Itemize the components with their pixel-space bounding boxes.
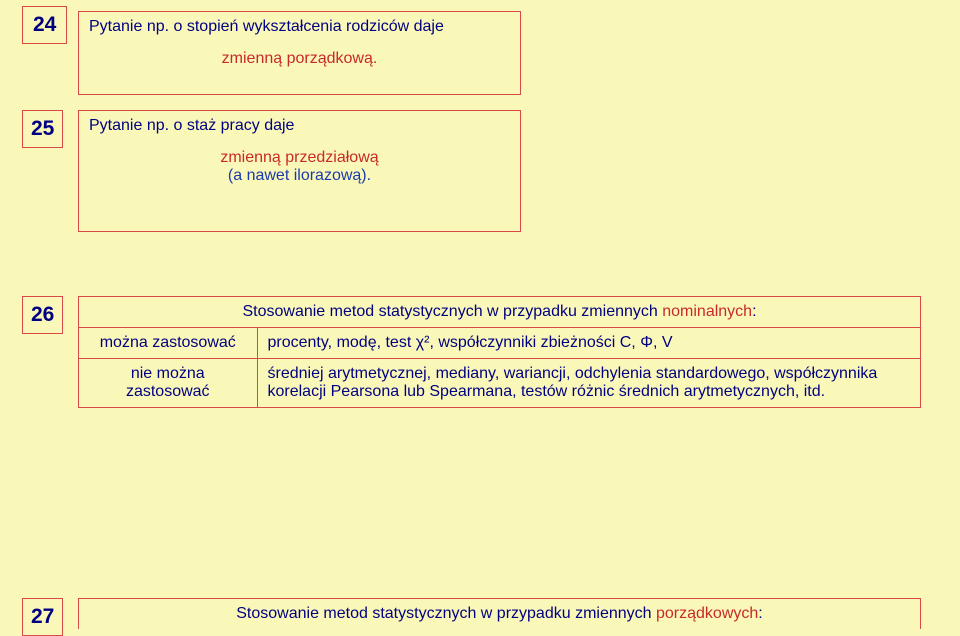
item-table-26: Stosowanie metod statystycznych w przypa…: [78, 296, 921, 408]
item-number-24: 24: [22, 6, 67, 44]
item-box-25: Pytanie np. o staż pracy daje zmienną pr…: [78, 110, 521, 232]
item-number-26: 26: [22, 296, 63, 334]
item-table-27: Stosowanie metod statystycznych w przypa…: [78, 598, 921, 629]
q25-answer-1: zmienną przedziałową: [220, 149, 378, 166]
t26-title-post: :: [752, 303, 756, 320]
stats-table-27: Stosowanie metod statystycznych w przypa…: [79, 599, 920, 629]
t26-r1-left: można zastosować: [79, 328, 257, 359]
q24-answer: zmienną porządkową.: [89, 50, 510, 68]
t27-title-red: porządkowych: [656, 605, 758, 622]
t27-title-pre: Stosowanie metod statystycznych w przypa…: [236, 605, 656, 622]
q25-line1: Pytanie np. o staż pracy daje: [89, 117, 510, 135]
table-27-title-cell: Stosowanie metod statystycznych w przypa…: [79, 599, 920, 629]
t27-title-post: :: [758, 605, 762, 622]
t26-title-red: nominalnych: [662, 303, 752, 320]
num-26: 26: [31, 303, 54, 326]
t26-r1-right: procenty, modę, test χ², współczynniki z…: [257, 328, 920, 359]
q24-line1: Pytanie np. o stopień wykształcenia rodz…: [89, 18, 510, 36]
table-26-title-cell: Stosowanie metod statystycznych w przypa…: [79, 297, 920, 328]
num-25: 25: [31, 117, 54, 140]
num-24: 24: [33, 13, 56, 36]
item-number-27: 27: [22, 598, 63, 636]
item-box-24: Pytanie np. o stopień wykształcenia rodz…: [78, 11, 521, 95]
t26-title-pre: Stosowanie metod statystycznych w przypa…: [242, 303, 662, 320]
t26-r2-right: średniej arytmetycznej, mediany, warianc…: [257, 359, 920, 408]
stats-table-26: Stosowanie metod statystycznych w przypa…: [79, 297, 920, 407]
item-number-25: 25: [22, 110, 63, 148]
t26-r2-left: nie można zastosować: [79, 359, 257, 408]
q25-answer-2: (a nawet ilorazową).: [228, 167, 371, 184]
num-27: 27: [31, 605, 54, 628]
